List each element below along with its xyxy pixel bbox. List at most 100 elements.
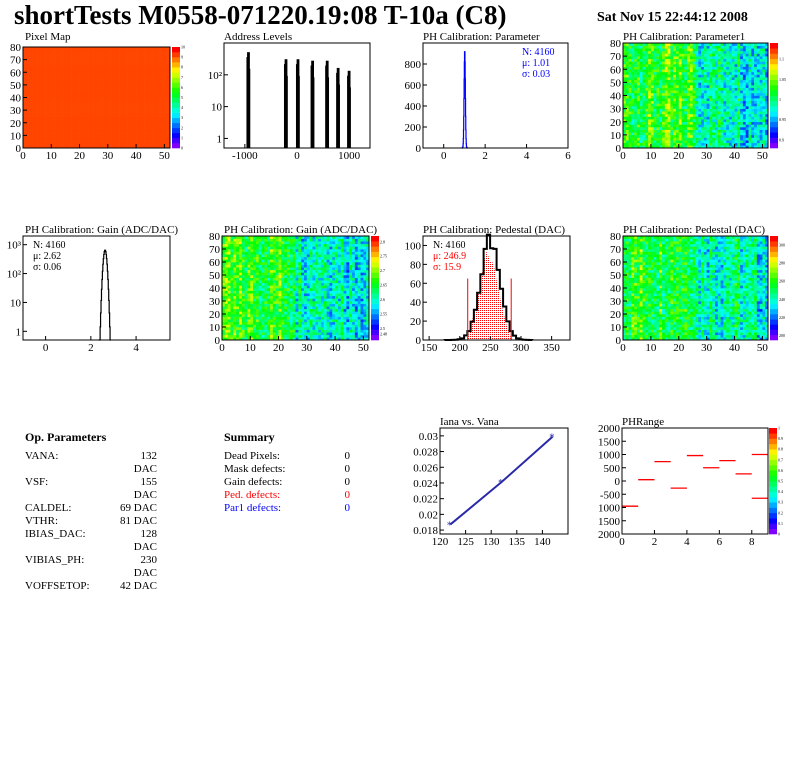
heatmap-cell	[76, 117, 80, 121]
heatmap-cell	[734, 71, 738, 75]
heatmap-cell	[706, 121, 710, 125]
heatmap-cell	[238, 301, 243, 304]
heatmap-cell	[728, 50, 733, 54]
heatmap-cell	[253, 275, 257, 278]
heatmap-cell	[222, 288, 226, 291]
heatmap-cell	[104, 100, 109, 103]
heatmap-cell	[765, 71, 769, 75]
heatmap-cell	[695, 90, 699, 94]
heatmap-cell	[656, 103, 660, 107]
heatmap-cell	[650, 77, 654, 81]
heatmap-cell	[147, 107, 151, 111]
heatmap-cell	[662, 145, 666, 149]
heatmap-cell	[692, 85, 696, 88]
heatmap-cell	[689, 119, 694, 123]
heatmap-cell	[230, 249, 234, 252]
heatmap-cell	[238, 243, 243, 247]
heatmap-cell	[659, 116, 663, 120]
heatmap-cell	[695, 74, 699, 78]
heatmap-cell	[631, 90, 635, 94]
heatmap-cell	[113, 79, 117, 83]
heatmap-cell	[121, 87, 126, 91]
heatmap-cell	[751, 56, 755, 60]
heatmap-cell	[648, 50, 652, 54]
heatmap-cell	[82, 49, 86, 53]
heatmap-cell	[765, 119, 769, 123]
heatmap-cell	[51, 92, 55, 96]
heatmap-cell	[625, 61, 629, 65]
heatmap-cell	[96, 105, 100, 108]
heatmap-cell	[28, 105, 32, 108]
heatmap-cell	[102, 47, 106, 50]
heatmap-cell	[155, 79, 159, 83]
heatmap-cell	[255, 301, 260, 304]
heatmap-cell	[37, 132, 41, 136]
heatmap-cell	[59, 87, 63, 91]
heatmap-cell	[153, 130, 157, 134]
heatmap-cell	[153, 69, 157, 73]
heatmap-cell	[54, 107, 58, 111]
heatmap-cell	[253, 324, 257, 328]
heatmap-cell	[258, 316, 262, 320]
heatmap-cell	[59, 110, 63, 113]
heatmap-cell	[104, 84, 109, 88]
heatmap-cell	[136, 100, 140, 103]
heatmap-cell	[155, 122, 159, 126]
heatmap-cell	[238, 332, 243, 336]
heatmap-cell	[625, 142, 629, 146]
heatmap-cell	[93, 74, 97, 78]
heatmap-cell	[107, 79, 111, 83]
heatmap-cell	[709, 64, 713, 67]
heatmap-cell	[623, 82, 627, 86]
heatmap-cell	[45, 137, 49, 141]
heatmap-cell	[73, 115, 78, 118]
heatmap-cell	[754, 90, 758, 94]
heatmap-cell	[227, 334, 231, 338]
heatmap-cell	[158, 87, 162, 91]
heatmap-cell	[684, 145, 688, 149]
heatmap-cell	[742, 79, 746, 83]
heatmap-cell	[141, 135, 145, 139]
heatmap-cell	[59, 130, 63, 134]
heatmap-cell	[701, 132, 705, 136]
heatmap-cell	[253, 280, 257, 284]
heatmap-cell	[754, 74, 758, 78]
heatmap-cell	[689, 64, 694, 67]
heatmap-cell	[748, 71, 752, 75]
heatmap-cell	[76, 62, 80, 65]
heatmap-cell	[664, 43, 668, 46]
heatmap-cell	[158, 120, 162, 124]
heatmap-cell	[636, 106, 641, 109]
heatmap-cell	[656, 66, 660, 70]
heatmap-cell	[62, 49, 66, 53]
heatmap-cell	[23, 122, 27, 126]
heatmap-cell	[261, 269, 265, 273]
heatmap-cell	[740, 43, 744, 46]
heatmap-cell	[250, 280, 254, 284]
heatmap-cell	[625, 90, 629, 94]
heatmap-cell	[703, 116, 707, 120]
heatmap-cell	[673, 108, 677, 112]
heatmap-cell	[233, 327, 237, 330]
colorbar-cell	[172, 62, 180, 68]
heatmap-cell	[96, 92, 100, 96]
heatmap-cell	[623, 103, 627, 107]
heatmap-cell	[102, 132, 106, 136]
heatmap-cell	[110, 67, 114, 71]
heatmap-cell	[664, 132, 668, 136]
heatmap-cell	[37, 100, 41, 103]
heatmap-cell	[706, 92, 710, 96]
heatmap-cell	[113, 82, 117, 86]
heatmap-cell	[224, 282, 228, 286]
heatmap-cell	[167, 82, 171, 86]
heatmap-cell	[233, 246, 237, 250]
heatmap-cell	[255, 288, 260, 291]
heatmap-cell	[670, 106, 674, 109]
heatmap-cell	[34, 49, 38, 53]
heatmap-cell	[648, 113, 652, 117]
heatmap-cell	[107, 100, 111, 103]
heatmap-cell	[68, 62, 72, 65]
heatmap-cell	[728, 43, 733, 46]
heatmap-cell	[102, 87, 106, 91]
heatmap-cell	[113, 64, 117, 68]
